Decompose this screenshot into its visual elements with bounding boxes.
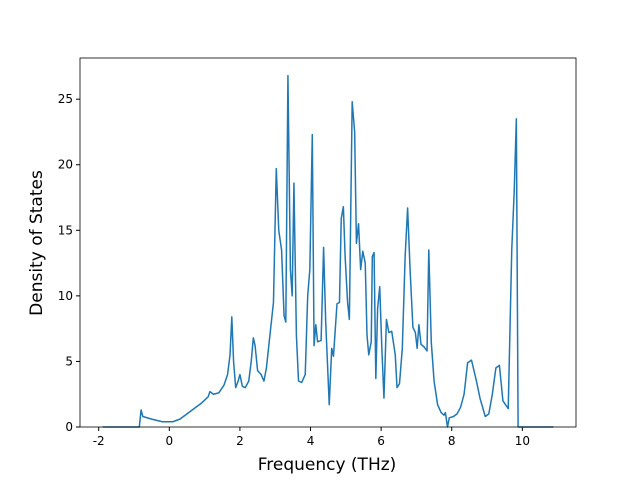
x-tick-label: 2 — [236, 434, 244, 448]
plot-frame — [79, 57, 577, 428]
y-tick-label: 10 — [58, 289, 73, 303]
x-tick-label: -2 — [93, 434, 105, 448]
x-tick-label: 4 — [307, 434, 315, 448]
x-tick-label: 0 — [165, 434, 173, 448]
x-tick-label: 10 — [515, 434, 530, 448]
x-tick-label: 8 — [448, 434, 456, 448]
x-axis-label: Frequency (THz) — [258, 455, 397, 475]
line — [102, 74, 554, 428]
y-tick-label: 20 — [58, 158, 73, 172]
y-tick-label: 25 — [58, 92, 73, 106]
x-tick-label: 6 — [377, 434, 385, 448]
y-tick-label: 0 — [65, 420, 73, 434]
y-tick-label: 15 — [58, 223, 73, 237]
y-axis-label: Density of States — [27, 170, 47, 316]
y-tick-label: 5 — [65, 354, 73, 368]
